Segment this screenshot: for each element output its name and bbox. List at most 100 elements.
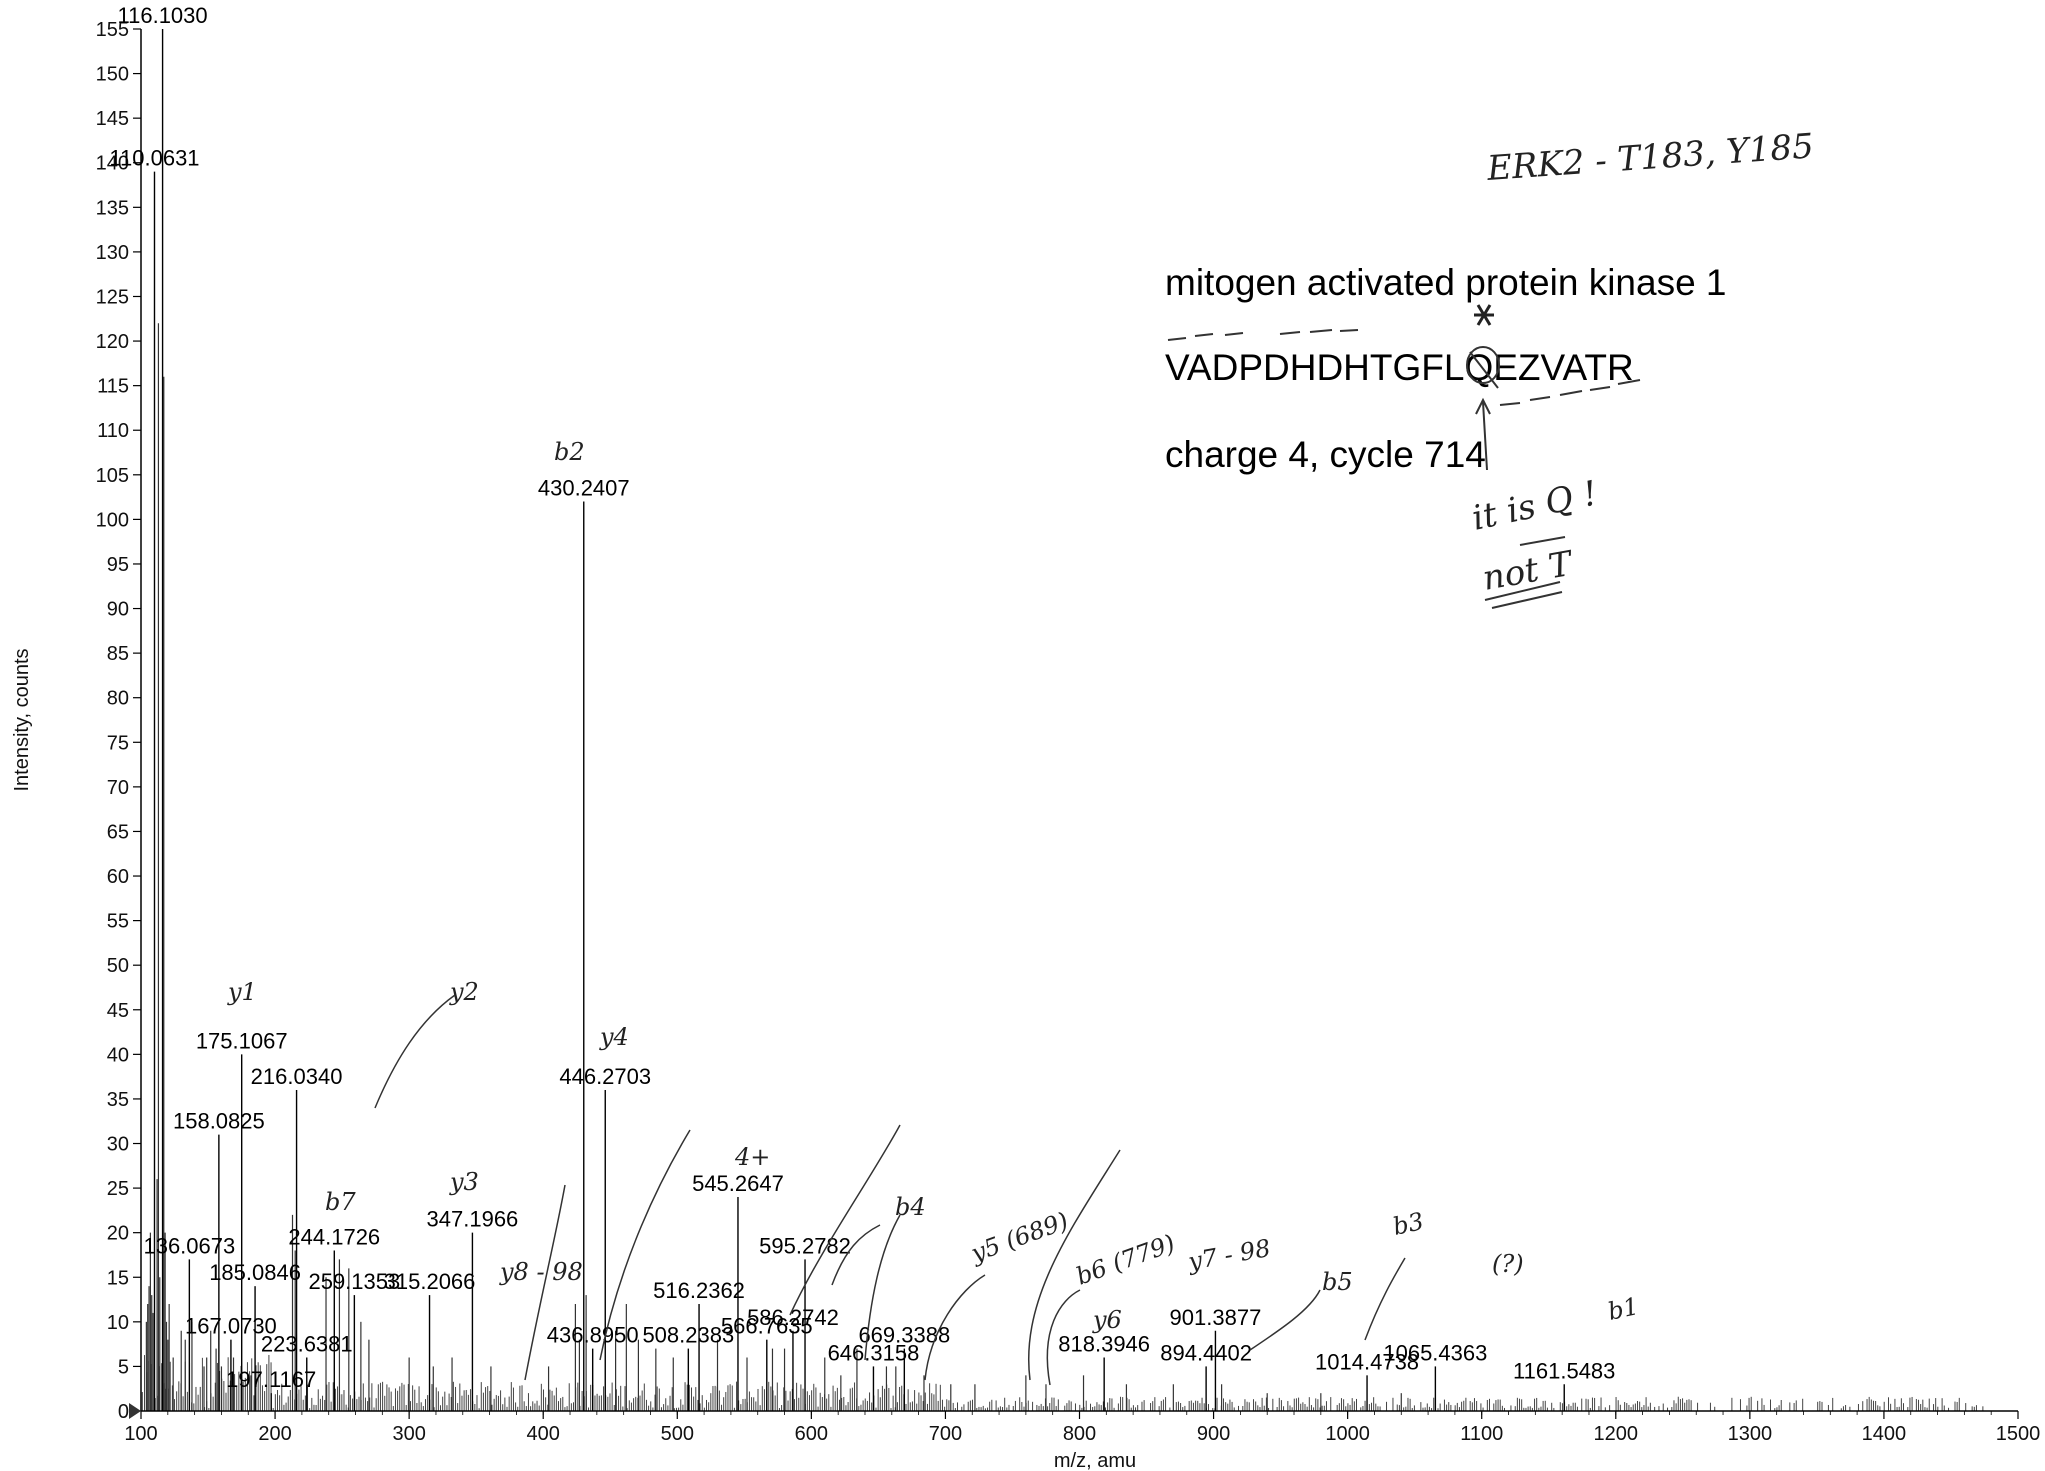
peak-label: 347.1966 [427, 1207, 519, 1232]
y-tick-label: 80 [107, 688, 129, 710]
handwritten-notes: ERK2 - T183, Y185 it is Q ! not T y1 y2 … [227, 126, 1815, 1386]
peak-sticks [153, 29, 1565, 1411]
note-y1: y1 [227, 978, 257, 1006]
y-tick-label: 85 [107, 643, 129, 665]
y-tick-label: 40 [107, 1044, 129, 1066]
axes: 0 5 10 15 20 25 30 35 40 45 50 55 60 65 70 75 80 85 90 95 10… [96, 19, 2041, 1445]
note-b3: b2 [554, 438, 585, 466]
star-mark [1474, 304, 1494, 326]
note-4plus: 4+ [734, 1143, 770, 1171]
note-b4: b1 [1605, 1292, 1641, 1326]
y-tick-label: 30 [107, 1134, 129, 1156]
y-tick-label: 120 [96, 331, 129, 353]
y-tick-label: 25 [107, 1178, 129, 1200]
peak-label: 646.3158 [828, 1340, 920, 1365]
peak-label: 545.2647 [692, 1171, 784, 1196]
peak-label: 216.0340 [251, 1064, 343, 1089]
note-y6: y6 [1092, 1306, 1122, 1334]
note-y4: y4 [599, 1023, 629, 1051]
peak-label: 901.3877 [1170, 1305, 1262, 1330]
y-tick-label: 155 [96, 19, 129, 41]
y-tick-label: 110 [97, 420, 129, 442]
note-it-is-q: it is Q ! [1469, 473, 1601, 538]
peak-label: 244.1726 [288, 1225, 380, 1250]
y-tick-label: 125 [96, 286, 129, 308]
x-tick-label: 700 [929, 1423, 962, 1445]
x-tick-label: 400 [527, 1423, 560, 1445]
note-y2: y2 [449, 978, 479, 1006]
peak-label: 1014.4738 [1315, 1349, 1419, 1374]
y-tick-label: 15 [107, 1267, 129, 1289]
peak-label: 167.0730 [185, 1314, 277, 1339]
x-tick-label: 600 [795, 1423, 828, 1445]
y-tick-label: 55 [107, 911, 129, 933]
peptide-sequence: VADPDHDHTGFLQEZVATR [1165, 347, 1634, 388]
peak-label: 259.1353 [308, 1269, 400, 1294]
y-axis-title: Intensity, counts [11, 648, 33, 791]
protein-name: mitogen activated protein kinase 1 [1165, 262, 1727, 303]
x-tick-label: 1100 [1460, 1423, 1503, 1445]
y-tick-label: 130 [96, 242, 129, 264]
y-tick-label: 70 [107, 777, 129, 799]
peak-label: 158.0825 [173, 1109, 265, 1134]
peak-label: 446.2703 [559, 1064, 651, 1089]
sequence-annotation: mitogen activated protein kinase 1 VADPD… [1165, 262, 1727, 475]
x-axis-title: m/z, amu [1054, 1450, 1136, 1471]
y-tick-label: 150 [96, 64, 129, 86]
y-tick-label: 35 [107, 1089, 129, 1111]
peak-label: 315.2066 [384, 1269, 476, 1294]
x-tick-label: 1400 [1862, 1423, 1907, 1445]
peak-label: 818.3946 [1058, 1332, 1150, 1357]
y-tick-label: 20 [107, 1223, 129, 1245]
x-tick-label: 500 [661, 1423, 694, 1445]
note-b6: b6 (779) [1072, 1229, 1178, 1290]
y-tick-label: 45 [107, 1000, 129, 1022]
x-tick-label: 300 [392, 1423, 425, 1445]
x-tick-label: 1000 [1325, 1423, 1370, 1445]
x-tick-label: 200 [258, 1423, 291, 1445]
x-tick-label: 1200 [1594, 1423, 1639, 1445]
peak-label: 436.8950 [547, 1323, 639, 1348]
y-tick-label: 135 [96, 197, 129, 219]
note-y7: y7 - 98 [1185, 1234, 1272, 1276]
x-tick-label: 1500 [1996, 1423, 2041, 1445]
peak-label: 430.2407 [538, 476, 630, 501]
charge-cycle: charge 4, cycle 714 [1165, 434, 1486, 475]
y-tick-label: 90 [107, 599, 129, 621]
peak-label: 508.2383 [642, 1323, 734, 1348]
y-tick-label: 145 [96, 108, 129, 130]
peak-label: 185.0846 [209, 1260, 301, 1285]
peak-label: 516.2362 [653, 1278, 745, 1303]
y-tick-label: 140 [96, 153, 129, 175]
peak-label: 894.4402 [1160, 1340, 1252, 1365]
peak-label: 566.7635 [721, 1314, 813, 1339]
y-tick-label: 10 [107, 1312, 129, 1334]
note-b2: y8 - 98 [499, 1258, 583, 1286]
sequence-dashes [1167, 329, 1641, 406]
note-uncertain: (?) [1492, 1250, 1524, 1278]
arrow-up [1475, 397, 1491, 471]
peak-label: 595.2782 [759, 1233, 851, 1258]
y-tick-label: 100 [96, 509, 129, 531]
note-y3: y3 [449, 1168, 479, 1196]
peak-labels: 110.0631 116.1030 136.0673 158.0825 167.0730… [109, 3, 1615, 1392]
y-tick-label: 115 [97, 376, 129, 398]
peak-label: 110.0631 [109, 146, 199, 171]
peak-label: 136.0673 [143, 1233, 235, 1258]
peak-label: 1161.5483 [1513, 1358, 1615, 1383]
note-b1: b7 [325, 1188, 356, 1216]
y-tick-label: 60 [107, 866, 129, 888]
y-tick-label: 105 [96, 465, 129, 487]
peak-label: 669.3388 [858, 1323, 950, 1348]
y-tick-label: 65 [107, 821, 129, 843]
peak-label: 1065.4363 [1383, 1340, 1487, 1365]
x-tick-label: 800 [1063, 1423, 1096, 1445]
strike-circle [1466, 346, 1501, 389]
peak-label: 175.1067 [196, 1028, 288, 1053]
note-erk2: ERK2 - T183, Y185 [1485, 126, 1815, 189]
note-y8: b3 [1390, 1207, 1426, 1241]
y-tick-label: 95 [107, 554, 129, 576]
peak-label: 116.1030 [118, 3, 208, 28]
x-tick-label: 1300 [1728, 1423, 1773, 1445]
note-b7: b5 [1322, 1268, 1353, 1296]
